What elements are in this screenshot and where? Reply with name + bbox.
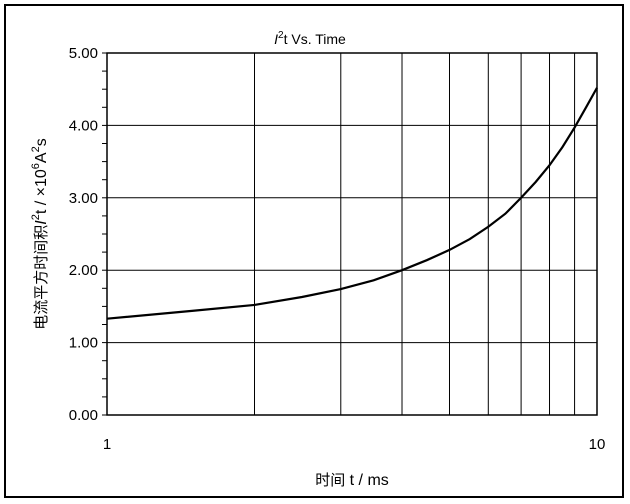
y-tick-label: 2.00 (69, 262, 98, 279)
title-rest: t Vs. Time (284, 31, 346, 47)
y-tick-label: 0.00 (69, 407, 98, 424)
y-axis-label-cjk: 电流平方时间积 (32, 225, 50, 330)
x-axis-label-rest: t / ms (345, 472, 389, 489)
y-axis-label: 电流平方时间积I2t / ×106A2s (30, 138, 50, 329)
y-tick-label: 3.00 (69, 190, 98, 207)
y-tick-labels: 0.00 1.00 2.00 3.00 4.00 5.00 (69, 45, 98, 424)
y-axis-label-mid2: A (33, 152, 50, 163)
plot-area-border (106, 52, 598, 416)
chart-title: I2t Vs. Time (274, 30, 346, 47)
y-axis-label-sup3: 2 (30, 146, 42, 152)
y-axis-label-symbol: I (33, 220, 50, 225)
x-axis-label: 时间 t / ms (315, 471, 389, 489)
y-tick-label: 1.00 (69, 335, 98, 352)
title-symbol: I (274, 31, 278, 47)
y-tick-label: 4.00 (69, 117, 98, 134)
y-axis-label-sup2: 6 (30, 163, 42, 169)
x-axis-label-cjk: 时间 (315, 471, 345, 489)
x-tick-labels: 1 10 (103, 436, 606, 453)
y-axis-label-end: s (33, 138, 50, 146)
x-tick-label: 1 (103, 436, 111, 453)
grid (107, 53, 597, 415)
y-axis-label-sup1: 2 (30, 214, 42, 220)
y-tick-label: 5.00 (69, 45, 98, 62)
y-axis-label-mid: t / ×10 (33, 169, 50, 214)
title-sup: 2 (278, 30, 284, 41)
x-tick-label: 10 (589, 436, 606, 453)
series-line (106, 87, 598, 320)
y-ticks (102, 52, 107, 416)
